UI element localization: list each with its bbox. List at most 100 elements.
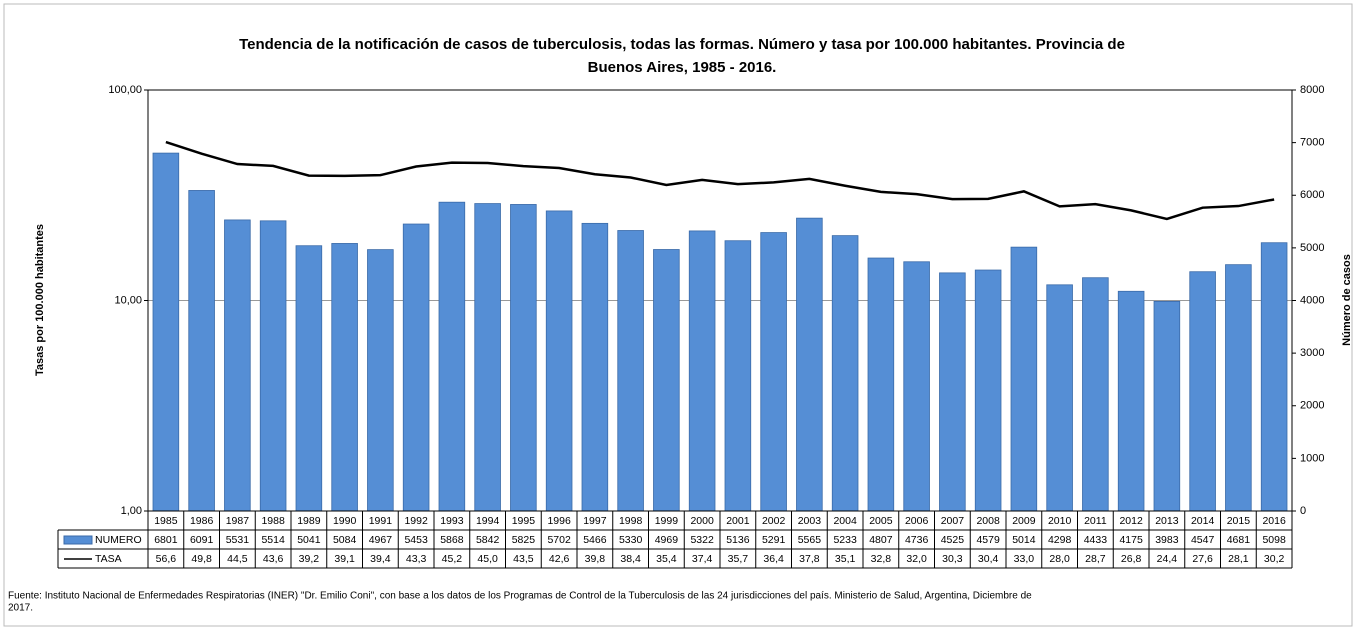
bar xyxy=(724,240,752,512)
source-note: 2017. xyxy=(8,603,33,614)
table-value: 39,1 xyxy=(334,553,355,565)
y2-tick-label: 4000 xyxy=(1300,294,1324,306)
y2-tick-label: 1000 xyxy=(1300,452,1324,464)
table-value: 38,4 xyxy=(620,553,641,565)
table-value: 45,0 xyxy=(477,553,498,565)
x-tick-label: 1989 xyxy=(297,515,321,527)
x-tick-label: 1996 xyxy=(547,515,571,527)
bar xyxy=(224,219,251,512)
table-value: 5466 xyxy=(583,534,607,546)
table-value: 5322 xyxy=(690,534,714,546)
table-value: 42,6 xyxy=(549,553,570,565)
table-value: 5136 xyxy=(726,534,750,546)
bar xyxy=(331,243,358,512)
x-tick-label: 2002 xyxy=(762,515,786,527)
y2-tick-label: 8000 xyxy=(1300,84,1324,96)
y2-axis-label: Número de casos xyxy=(1341,254,1353,346)
bar xyxy=(1082,277,1109,512)
table-value: 5453 xyxy=(404,534,428,546)
bar xyxy=(903,261,930,512)
table-value: 4681 xyxy=(1227,534,1251,546)
x-tick-label: 1999 xyxy=(655,515,679,527)
table-value: 28,0 xyxy=(1049,553,1070,565)
table-value: 6801 xyxy=(154,534,178,546)
bar xyxy=(1153,300,1181,512)
x-tick-label: 2001 xyxy=(726,515,750,527)
x-tick-label: 2015 xyxy=(1227,515,1251,527)
table-value: 5014 xyxy=(1012,534,1036,546)
table-value: 26,8 xyxy=(1121,553,1142,565)
x-tick-label: 2014 xyxy=(1191,515,1215,527)
x-tick-label: 2004 xyxy=(833,515,857,527)
table-value: 3983 xyxy=(1155,534,1179,546)
x-tick-label: 2011 xyxy=(1084,515,1107,527)
bar xyxy=(474,203,501,512)
table-value: 45,2 xyxy=(442,553,463,565)
legend-swatch xyxy=(63,535,93,545)
x-tick-label: 1986 xyxy=(190,515,214,527)
bar xyxy=(545,210,573,512)
table-value: 5702 xyxy=(547,534,571,546)
table-value: 4736 xyxy=(905,534,929,546)
table-value: 35,7 xyxy=(728,553,749,565)
y2-tick-label: 7000 xyxy=(1300,137,1324,149)
table-value: 4969 xyxy=(655,534,679,546)
table-value: 4547 xyxy=(1191,534,1215,546)
table-value: 32,0 xyxy=(906,553,927,565)
bar xyxy=(152,152,180,512)
table-value: 5098 xyxy=(1262,534,1286,546)
bar xyxy=(1189,271,1216,512)
frame xyxy=(3,3,1353,627)
x-tick-label: 2006 xyxy=(905,515,929,527)
table-value: 27,6 xyxy=(1192,553,1213,565)
table-value: 33,0 xyxy=(1014,553,1035,565)
table-value: 5531 xyxy=(226,534,250,546)
table-value: 4298 xyxy=(1048,534,1072,546)
x-tick-label: 1991 xyxy=(369,515,393,527)
table-value: 6091 xyxy=(190,534,214,546)
table-value: 43,5 xyxy=(513,553,534,565)
x-tick-label: 1993 xyxy=(440,515,464,527)
y-tick-label: 1,00 xyxy=(121,505,142,517)
table-value: 39,8 xyxy=(585,553,606,565)
x-tick-label: 1990 xyxy=(333,515,357,527)
table-value: 49,8 xyxy=(191,553,212,565)
table-value: 5868 xyxy=(440,534,464,546)
table-value: 28,7 xyxy=(1085,553,1106,565)
table-value: 5291 xyxy=(762,534,786,546)
x-tick-label: 1994 xyxy=(476,515,500,527)
table-value: 4525 xyxy=(941,534,965,546)
y2-tick-label: 5000 xyxy=(1300,242,1324,254)
bar xyxy=(760,232,787,512)
table-value: 5330 xyxy=(619,534,643,546)
table-value: 5084 xyxy=(333,534,357,546)
bar xyxy=(939,272,966,512)
bar xyxy=(581,222,609,512)
bar xyxy=(1046,284,1073,512)
y2-tick-label: 2000 xyxy=(1300,400,1324,412)
table-value: 4967 xyxy=(369,534,393,546)
chart-title: Tendencia de la notificación de casos de… xyxy=(239,36,1125,53)
table-value: 56,6 xyxy=(156,553,177,565)
table-value: 43,3 xyxy=(406,553,427,565)
table-value: 4807 xyxy=(869,534,893,546)
x-tick-label: 1987 xyxy=(226,515,250,527)
table-value: 4175 xyxy=(1119,534,1143,546)
table-value: 5514 xyxy=(261,534,285,546)
table-value: 37,4 xyxy=(692,553,713,565)
bar xyxy=(1225,264,1252,512)
bar xyxy=(1260,242,1288,512)
x-tick-label: 2016 xyxy=(1262,515,1286,527)
bar xyxy=(831,235,859,512)
bar xyxy=(867,257,895,512)
source-note: Fuente: Instituto Nacional de Enfermedad… xyxy=(8,591,1032,602)
x-tick-label: 1992 xyxy=(404,515,428,527)
bar xyxy=(617,230,644,512)
table-value: 39,2 xyxy=(299,553,320,565)
bar xyxy=(974,269,1002,512)
table-value: 4433 xyxy=(1084,534,1108,546)
table-value: 4579 xyxy=(976,534,1000,546)
x-tick-label: 1995 xyxy=(512,515,536,527)
bar xyxy=(438,201,466,512)
